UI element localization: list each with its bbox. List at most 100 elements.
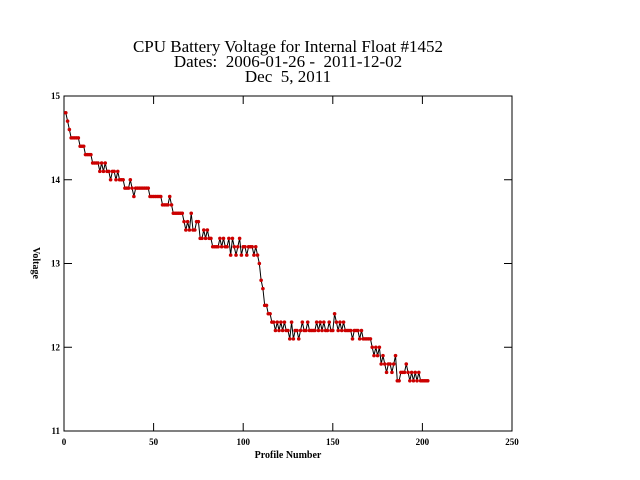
data-point [408, 378, 412, 383]
data-point [121, 177, 125, 182]
data-point [185, 219, 190, 224]
data-point [130, 186, 134, 190]
data-point [348, 328, 353, 333]
data-point [318, 320, 323, 324]
data-point [184, 228, 188, 232]
data-point [406, 370, 410, 375]
data-point [402, 370, 407, 375]
data-point [286, 328, 290, 333]
data-point [216, 244, 220, 249]
x-tick-label: 100 [236, 437, 250, 447]
data-point [228, 253, 233, 257]
data-point [320, 328, 324, 333]
data-point [413, 370, 418, 375]
data-point [264, 303, 269, 308]
data-point [203, 236, 208, 241]
data-point [391, 362, 396, 366]
data-point [189, 211, 194, 216]
data-point [356, 328, 360, 333]
data-point [332, 311, 337, 316]
data-point [289, 320, 294, 324]
data-point [313, 328, 317, 333]
data-point [193, 228, 197, 232]
data-point [282, 320, 287, 324]
data-point [334, 320, 339, 324]
data-point [350, 337, 355, 341]
y-axis-label: Voltage [30, 247, 41, 279]
data-point [167, 194, 172, 199]
data-point [296, 337, 301, 341]
data-point [225, 244, 229, 249]
data-point [166, 203, 170, 207]
data-point [63, 110, 68, 115]
data-point [239, 253, 244, 257]
data-point [244, 253, 249, 257]
data-point [146, 186, 151, 190]
data-point [169, 203, 174, 207]
data-point [417, 370, 421, 375]
data-point [201, 228, 206, 232]
data-point [76, 136, 81, 140]
data-point [108, 177, 113, 182]
x-tick-label: 200 [416, 437, 430, 447]
y-tick-label: 14 [51, 175, 61, 185]
data-point [200, 236, 204, 241]
data-point [298, 328, 303, 333]
data-point [384, 370, 389, 375]
data-point [250, 244, 254, 249]
data-point [388, 362, 392, 366]
plot-frame [63, 95, 513, 432]
data-point [271, 320, 276, 324]
data-point [132, 194, 136, 199]
data-point [196, 219, 201, 224]
data-point [359, 328, 364, 333]
data-point [96, 161, 100, 165]
x-tick-label: 150 [326, 437, 340, 447]
data-point [67, 127, 72, 132]
data-point [180, 211, 185, 216]
data-point [331, 328, 335, 333]
data-point [126, 186, 131, 190]
data-point [261, 286, 265, 291]
data-point [368, 337, 373, 341]
data-point [107, 169, 111, 174]
data-point [325, 328, 330, 333]
data-point [372, 353, 376, 358]
data-point [382, 362, 387, 366]
data-point [379, 362, 383, 366]
data-point [252, 253, 256, 257]
data-point [128, 177, 133, 182]
x-axis-label: Profile Number [255, 450, 322, 461]
data-point [218, 236, 222, 241]
data-point [236, 244, 240, 249]
data-point [205, 228, 210, 232]
data-point [221, 236, 226, 241]
data-point [370, 345, 375, 350]
x-tick-label: 50 [149, 437, 159, 447]
data-point [336, 328, 340, 333]
data-point [279, 320, 283, 324]
title-line: Dec 5, 2011 [245, 67, 331, 86]
data-point [81, 144, 86, 149]
data-point [316, 328, 321, 333]
data-point [98, 169, 102, 174]
data-point [275, 320, 280, 324]
data-point [374, 345, 378, 350]
data-point [101, 169, 106, 174]
data-point [287, 337, 292, 341]
data-point [381, 353, 385, 358]
data-point [277, 328, 281, 333]
data-point [295, 328, 299, 333]
y-tick-label: 13 [51, 259, 61, 269]
data-point [409, 370, 414, 375]
data-point [219, 244, 224, 249]
data-point [89, 152, 93, 157]
data-point [305, 320, 310, 324]
data-point [341, 320, 346, 324]
data-point [227, 236, 231, 241]
y-tick-label: 11 [51, 426, 60, 436]
data-point [338, 320, 342, 324]
data-point [234, 253, 238, 257]
data-point [253, 244, 258, 249]
